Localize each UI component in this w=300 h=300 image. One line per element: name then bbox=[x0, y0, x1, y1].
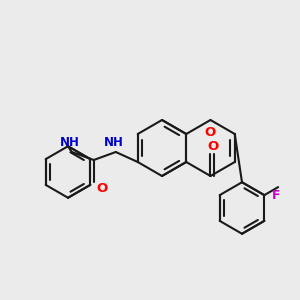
Text: F: F bbox=[272, 189, 280, 202]
Text: O: O bbox=[96, 182, 107, 194]
Text: NH: NH bbox=[60, 136, 80, 149]
Text: O: O bbox=[208, 140, 219, 152]
Text: O: O bbox=[205, 125, 216, 139]
Text: NH: NH bbox=[104, 136, 124, 149]
